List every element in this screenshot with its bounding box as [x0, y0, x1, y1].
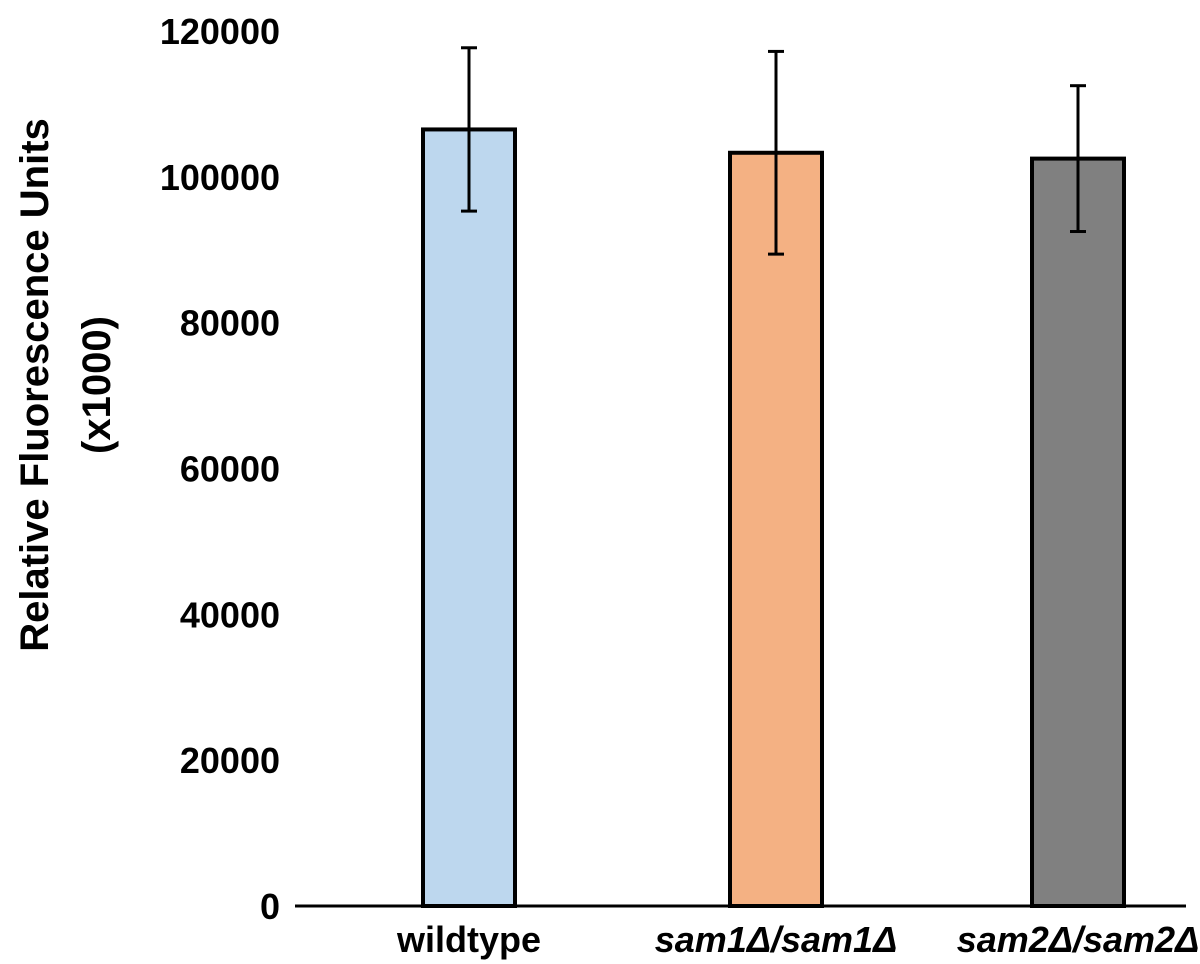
category-label: sam1Δ/sam1Δ	[655, 919, 898, 960]
y-tick-label: 0	[260, 886, 280, 927]
y-tick-label: 100000	[160, 157, 280, 198]
y-tick-label: 80000	[180, 303, 280, 344]
bar	[1030, 156, 1126, 908]
category-labels: wildtype sam1Δ/sam1Δ sam2Δ/sam2Δ	[396, 919, 1199, 960]
y-axis-title-units: (x1000)	[75, 316, 119, 454]
y-tick-label: 20000	[180, 740, 280, 781]
bar	[728, 150, 824, 909]
y-tick-label: 120000	[160, 11, 280, 52]
bar	[421, 127, 517, 908]
bars	[421, 127, 1126, 909]
y-axis-title-group: Relative Fluorescence Units (x1000)	[13, 118, 119, 652]
y-axis-ticks: 0 20000 40000 60000 80000 100000 120000	[160, 11, 280, 927]
category-label: sam2Δ/sam2Δ	[957, 919, 1200, 960]
y-tick-label: 40000	[180, 594, 280, 635]
y-tick-label: 60000	[180, 449, 280, 490]
category-label: wildtype	[396, 919, 541, 960]
error-bars	[461, 46, 1086, 256]
y-axis-title: Relative Fluorescence Units	[13, 118, 57, 652]
